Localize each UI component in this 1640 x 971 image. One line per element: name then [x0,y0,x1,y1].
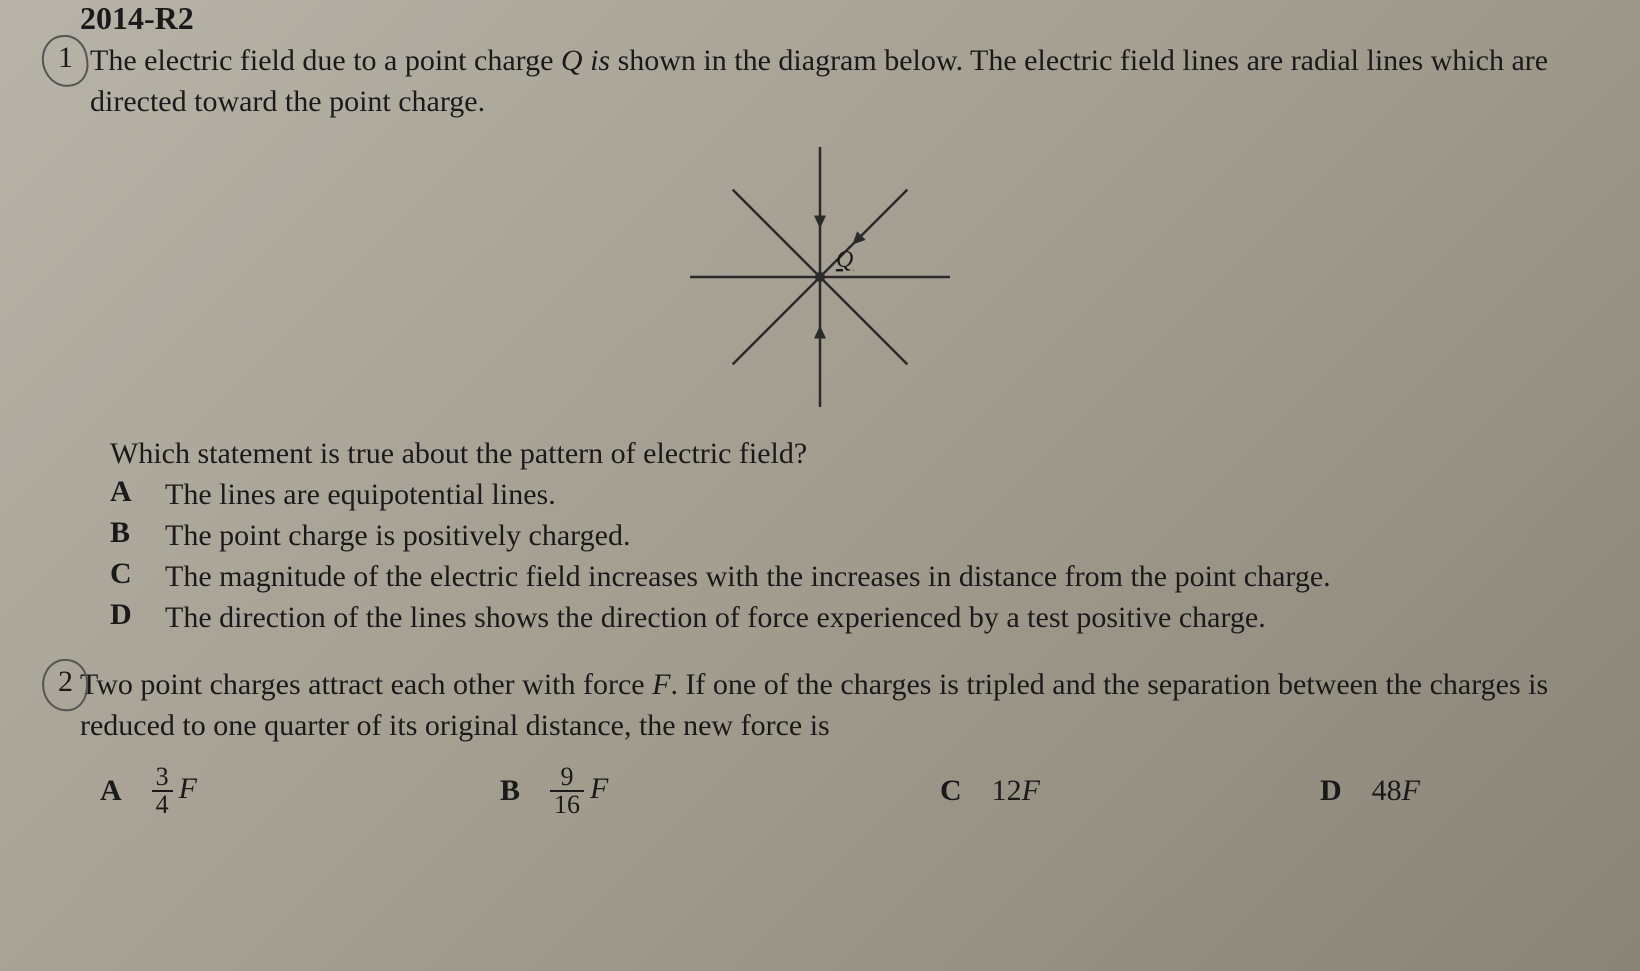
q2-option-value: 12F [992,774,1040,808]
q2-option-value: 48F [1372,774,1420,808]
q2-option: D 48F [1320,764,1600,818]
fraction-denominator: 16 [550,790,584,818]
diagram-container: Q [40,137,1600,417]
q2-text-part1: Two point charges attract each other wit… [80,668,652,701]
q1-italic-1: Q is [561,44,610,77]
option-text: The magnitude of the electric field incr… [165,557,1600,596]
option-plain: 48 [1372,774,1402,807]
option-suffix: F [590,772,608,805]
q2-option-label: C [940,774,962,808]
option-text: The lines are equipotential lines. [165,475,1600,514]
question-2-number: 2 [58,665,90,699]
option-row: BThe point charge is positively charged. [110,516,1600,555]
fraction: 916 [550,764,584,818]
option-label: A [110,475,165,509]
question-1-number: 1 [58,41,90,75]
question-2-header: 2 Two point charges attract each other w… [40,665,1600,746]
option-row: CThe magnitude of the electric field inc… [110,557,1600,596]
question-2: 2 Two point charges attract each other w… [40,665,1600,818]
q2-italic-1: F [652,668,670,701]
question-1-text: The electric field due to a point charge… [90,41,1600,122]
electric-field-diagram-icon: Q [670,137,970,417]
option-label: D [110,598,165,632]
option-label: C [110,557,165,591]
q2-options-row: A34FB916FC12FD48F [100,764,1600,818]
question-1: 1 The electric field due to a point char… [40,41,1600,637]
svg-text:Q: Q [836,247,853,273]
option-plain: 12 [992,774,1022,807]
q1-text-part1: The electric field due to a point charge [90,44,561,77]
q2-option-value: 34F [152,764,197,818]
question-number-wrap: 1 [40,41,90,75]
fraction-numerator: 3 [152,764,173,790]
option-text: The direction of the lines shows the dir… [165,598,1600,637]
q2-option-label: D [1320,774,1342,808]
option-suffix: F [1022,774,1040,807]
fraction-denominator: 4 [152,790,173,818]
option-suffix: F [179,772,197,805]
question-2-text: Two point charges attract each other wit… [80,665,1600,746]
option-suffix: F [1402,774,1420,807]
question-1-header: 1 The electric field due to a point char… [40,41,1600,122]
fraction-numerator: 9 [557,764,578,790]
option-text: The point charge is positively charged. [165,516,1600,555]
question-number-wrap-2: 2 [40,665,90,699]
header-code: 2014-R2 [80,0,1600,37]
q2-option: A 34F [100,764,500,818]
q2-option-label: A [100,774,122,808]
option-label: B [110,516,165,550]
q2-option: B 916F [500,764,940,818]
option-row: AThe lines are equipotential lines. [110,475,1600,514]
option-row: DThe direction of the lines shows the di… [110,598,1600,637]
q1-options-list: AThe lines are equipotential lines.BThe … [110,475,1600,637]
q2-option: C 12F [940,764,1320,818]
sub-question-text: Which statement is true about the patter… [110,437,1600,471]
q2-option-label: B [500,774,520,808]
q2-option-value: 916F [550,764,608,818]
sub-question-block: Which statement is true about the patter… [110,437,1600,637]
fraction: 34 [152,764,173,818]
